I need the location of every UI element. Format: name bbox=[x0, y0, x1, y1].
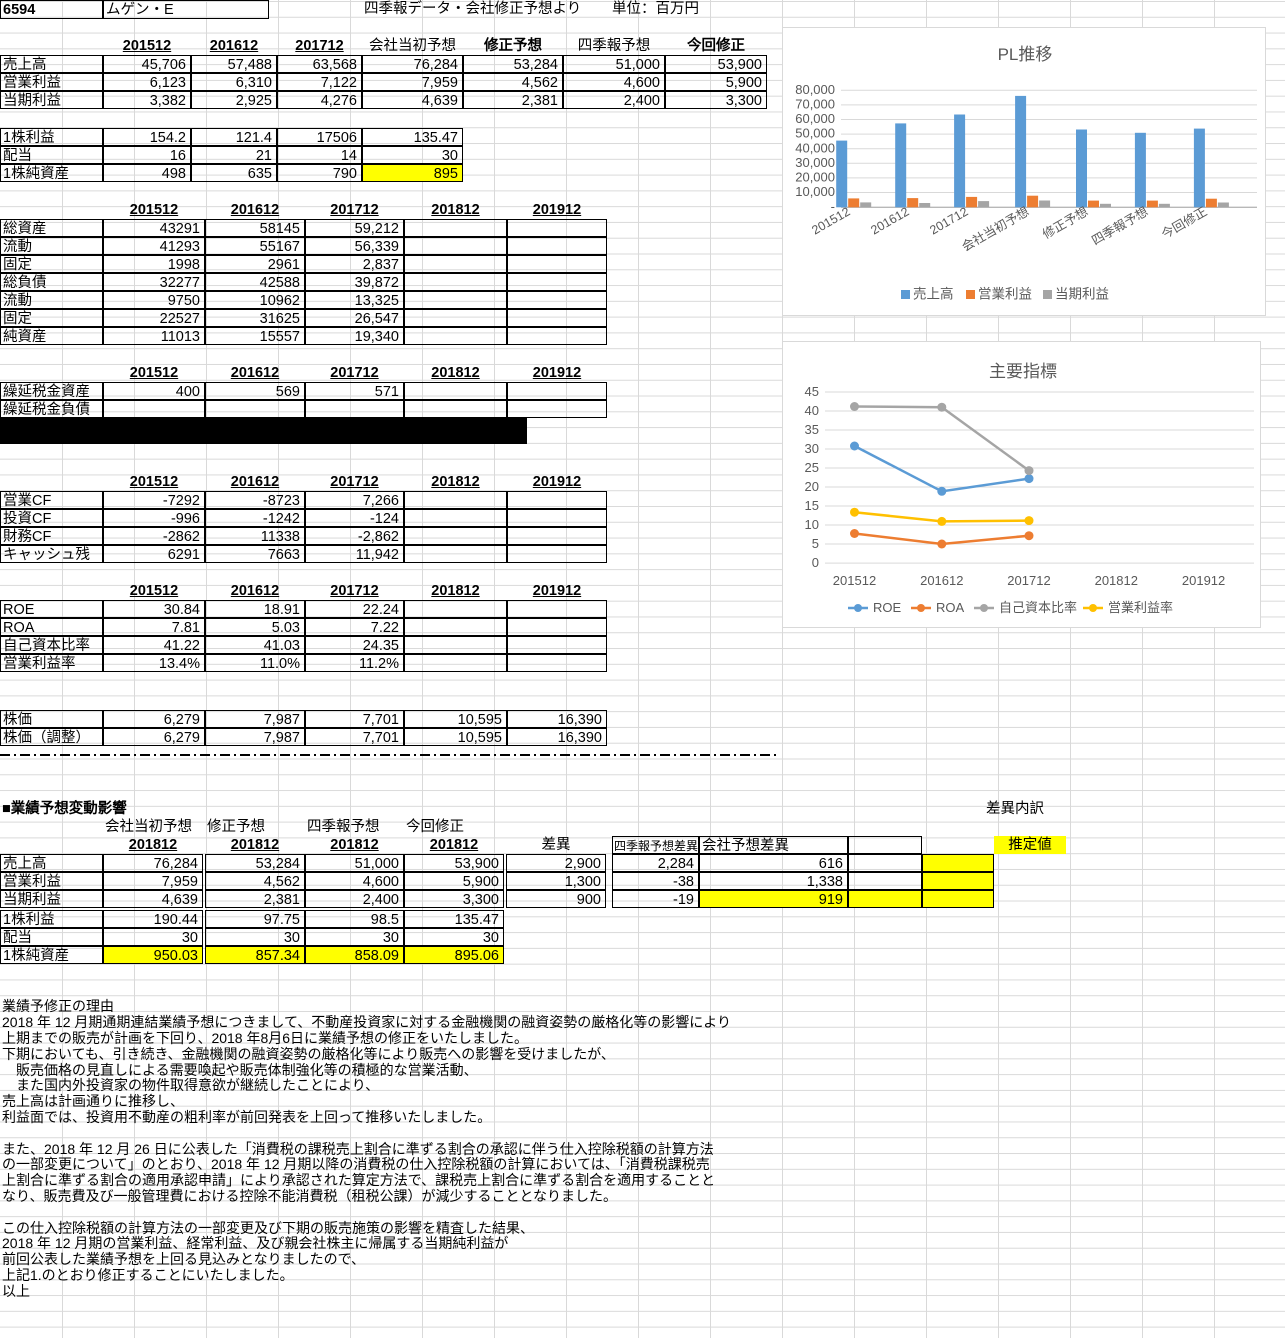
svg-text:50,000: 50,000 bbox=[795, 126, 835, 141]
svg-text:20,000: 20,000 bbox=[795, 170, 835, 185]
svg-text:35: 35 bbox=[805, 422, 819, 437]
svg-text:営業利益率: 営業利益率 bbox=[1108, 600, 1173, 615]
svg-text:70,000: 70,000 bbox=[795, 97, 835, 112]
svg-text:201712: 201712 bbox=[1007, 573, 1050, 588]
svg-text:45: 45 bbox=[805, 384, 819, 399]
svg-text:ROA: ROA bbox=[936, 600, 965, 615]
svg-text:201812: 201812 bbox=[1095, 573, 1138, 588]
svg-text:201612: 201612 bbox=[868, 204, 911, 237]
svg-text:201712: 201712 bbox=[927, 204, 970, 237]
svg-text:201912: 201912 bbox=[1182, 573, 1225, 588]
svg-text:四季報予想: 四季報予想 bbox=[1089, 204, 1151, 248]
svg-text:今回修正: 今回修正 bbox=[1159, 204, 1210, 242]
svg-text:60,000: 60,000 bbox=[795, 111, 835, 126]
svg-text:修正予想: 修正予想 bbox=[1040, 204, 1091, 242]
svg-text:40,000: 40,000 bbox=[795, 140, 835, 155]
svg-text:15: 15 bbox=[805, 498, 819, 513]
svg-text:201512: 201512 bbox=[833, 573, 876, 588]
svg-text:25: 25 bbox=[805, 460, 819, 475]
svg-text:主要指標: 主要指標 bbox=[989, 362, 1057, 381]
svg-text:営業利益: 営業利益 bbox=[978, 287, 1032, 302]
svg-text:10: 10 bbox=[805, 517, 819, 532]
svg-text:当期利益: 当期利益 bbox=[1055, 287, 1109, 302]
svg-text:80,000: 80,000 bbox=[795, 82, 835, 97]
svg-text:自己資本比率: 自己資本比率 bbox=[999, 600, 1077, 615]
svg-text:10,000: 10,000 bbox=[795, 184, 835, 199]
svg-text:会社当初予想: 会社当初予想 bbox=[959, 204, 1031, 254]
svg-text:売上高: 売上高 bbox=[913, 286, 954, 302]
svg-text:30: 30 bbox=[805, 441, 819, 456]
svg-text:PL推移: PL推移 bbox=[998, 45, 1053, 64]
svg-text:30,000: 30,000 bbox=[795, 155, 835, 170]
svg-text:5: 5 bbox=[812, 536, 819, 551]
svg-text:201612: 201612 bbox=[920, 573, 963, 588]
svg-text:0: 0 bbox=[812, 555, 819, 570]
svg-text:20: 20 bbox=[805, 479, 819, 494]
svg-text:ROE: ROE bbox=[873, 600, 902, 615]
svg-text:40: 40 bbox=[805, 403, 819, 418]
